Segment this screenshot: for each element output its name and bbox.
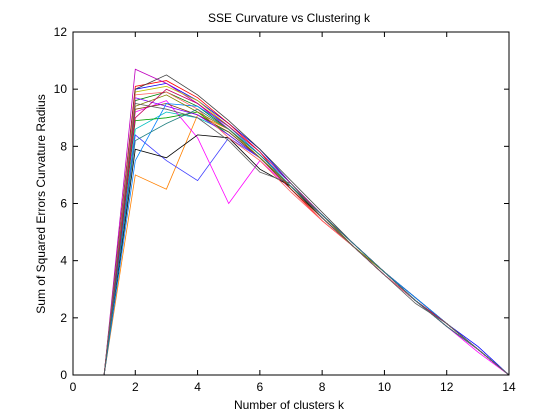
x-tick-label: 10: [378, 380, 392, 394]
x-tick-label: 6: [257, 380, 264, 394]
y-tick-label: 0: [60, 368, 67, 382]
y-tick-label: 6: [60, 197, 67, 211]
y-axis-label: Sum of Squared Errors Curvature Radius: [34, 94, 48, 313]
x-axis: 0 2 4 6 8 10 12 14: [70, 32, 516, 394]
x-tick-label: 14: [502, 380, 516, 394]
x-tick-label: 8: [319, 380, 326, 394]
y-tick-label: 12: [54, 25, 68, 39]
y-tick-label: 10: [54, 82, 68, 96]
y-axis: 0 2 4 6 8 10 12: [54, 25, 509, 382]
x-axis-label: Number of clusters k: [234, 398, 345, 412]
series-layer: [103, 68, 510, 376]
x-tick-label: 4: [194, 380, 201, 394]
y-tick-label: 4: [60, 254, 67, 268]
y-tick-label: 8: [60, 139, 67, 153]
x-tick-label: 12: [440, 380, 454, 394]
x-tick-label: 0: [70, 380, 77, 394]
chart-title: SSE Curvature vs Clustering k: [208, 11, 371, 25]
x-tick-label: 2: [132, 380, 139, 394]
series-line-20: [103, 103, 510, 376]
y-tick-label: 2: [60, 311, 67, 325]
